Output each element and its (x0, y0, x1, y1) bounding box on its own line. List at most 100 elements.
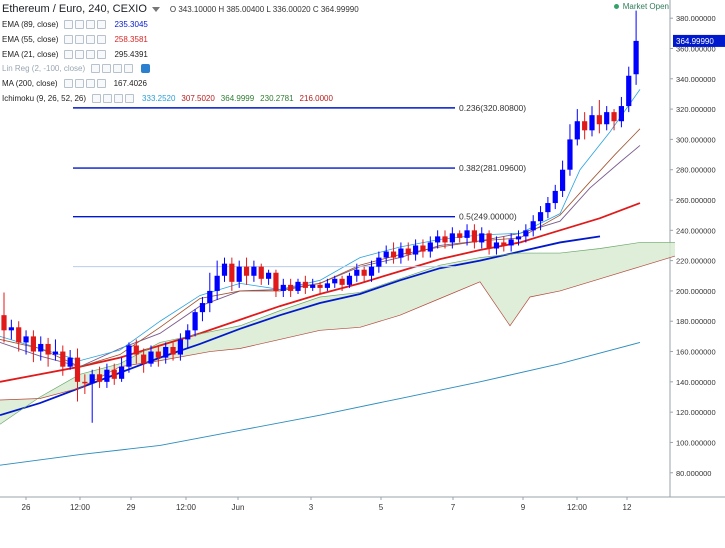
indicator-control-icon[interactable] (124, 64, 134, 74)
indicator-control-icon[interactable] (64, 20, 74, 29)
candle-body (324, 283, 330, 288)
candle-body (405, 248, 411, 255)
indicator-control-icon[interactable] (74, 79, 84, 89)
indicator-control-icon[interactable] (75, 20, 85, 29)
y-tick-label: 80.000000 (676, 469, 711, 478)
indicator-control-icon[interactable] (75, 34, 85, 44)
indicator-value: 333.2520 (142, 94, 176, 103)
indicator-row[interactable]: Ichimoku (9, 26, 52, 26) 333.2520 307.5020… (2, 91, 339, 106)
indicator-control-icon[interactable] (63, 79, 73, 89)
indicator-label[interactable]: MA (200, close) (2, 79, 58, 89)
candle-body (449, 233, 455, 243)
indicator-row[interactable]: EMA (21, close) 295.4391 (2, 47, 154, 62)
indicator-controls[interactable] (63, 79, 108, 89)
candle-body (501, 242, 507, 246)
candle-body (589, 115, 595, 131)
y-tick-label: 200.000000 (676, 287, 716, 296)
dropdown-arrow-icon[interactable] (151, 6, 160, 12)
candle-body (1, 315, 7, 331)
indicator-control-icon[interactable] (102, 64, 112, 74)
candle-body (413, 245, 419, 255)
candle-body (530, 221, 536, 231)
indicator-control-icon[interactable] (114, 94, 124, 103)
candle-body (383, 251, 389, 258)
candle-body (251, 266, 257, 276)
candle-body (508, 239, 514, 246)
series-line-spanA (0, 242, 675, 425)
y-tick-label: 300.000000 (676, 135, 716, 144)
candle-body (537, 212, 544, 222)
indicator-row[interactable]: EMA (89, close) 235.3045 (2, 17, 154, 32)
indicator-controls[interactable] (91, 64, 135, 74)
indicator-control-icon[interactable] (91, 64, 101, 74)
indicator-controls[interactable] (64, 49, 108, 59)
eye-icon[interactable] (141, 64, 151, 74)
candle-body (545, 203, 551, 213)
indicator-control-icon[interactable] (85, 79, 95, 89)
indicator-control-icon[interactable] (97, 34, 107, 44)
series-line-kijun (0, 128, 641, 368)
ichimoku-cloud (0, 242, 675, 425)
x-tick-label: Jun (232, 503, 245, 512)
indicator-control-icon[interactable] (64, 34, 74, 44)
candle-body (119, 366, 125, 379)
indicator-controls[interactable] (92, 94, 136, 103)
indicator-control-icon[interactable] (96, 79, 106, 89)
indicator-controls[interactable] (64, 20, 108, 29)
candle-body (258, 266, 264, 279)
market-status-label: Market Open (622, 2, 669, 11)
symbol-title[interactable]: Ethereum / Euro, 240, CEXIO (2, 3, 147, 15)
candle-body (582, 121, 588, 131)
indicator-value: 216.0000 (299, 94, 333, 103)
indicator-control-icon[interactable] (75, 49, 85, 59)
candle-body (221, 263, 228, 276)
candle-body (185, 330, 191, 340)
y-tick-label: 320.000000 (676, 105, 716, 114)
y-tick-label: 100.000000 (676, 438, 716, 447)
x-tick-label: 5 (379, 503, 384, 512)
indicator-control-icon[interactable] (125, 94, 135, 103)
indicator-label[interactable]: Lin Reg (2, -100, close) (2, 64, 86, 74)
indicator-control-icon[interactable] (103, 94, 113, 103)
indicator-control-icon[interactable] (86, 20, 96, 29)
indicator-row[interactable]: MA (200, close) 167.4026 (2, 76, 153, 91)
candle-body (16, 327, 22, 343)
indicator-value: 295.4391 (114, 49, 148, 59)
indicator-label[interactable]: EMA (21, close) (2, 49, 59, 59)
indicator-row[interactable]: Lin Reg (2, -100, close) (2, 61, 154, 76)
indicator-control-icon[interactable] (64, 49, 74, 59)
candle-body (361, 269, 367, 276)
candle-body (273, 272, 279, 291)
indicator-control-icon[interactable] (86, 34, 96, 44)
candle-body (604, 112, 610, 125)
indicator-row[interactable]: EMA (55, close) 258.3581 (2, 32, 154, 47)
candle-body (552, 190, 558, 204)
candle-body (442, 236, 448, 243)
candle-body (560, 169, 566, 191)
candle-body (567, 139, 573, 170)
y-tick-label: 160.000000 (676, 348, 716, 357)
y-tick-label: 140.000000 (676, 378, 716, 387)
candle-body (332, 278, 338, 284)
indicator-control-icon[interactable] (97, 20, 107, 29)
indicator-label[interactable]: EMA (55, close) (2, 34, 59, 44)
indicator-control-icon[interactable] (97, 49, 107, 59)
candle-body (346, 275, 353, 285)
candle-body (60, 351, 66, 367)
candle-body (427, 242, 433, 252)
indicator-control-icon[interactable] (92, 94, 102, 103)
indicator-label[interactable]: EMA (89, close) (2, 20, 59, 29)
candle-body (310, 284, 316, 288)
indicator-control-icon[interactable] (86, 49, 96, 59)
candle-body (126, 345, 132, 367)
indicator-label[interactable]: Ichimoku (9, 26, 52, 26) (2, 94, 87, 103)
indicator-value: 364.9999 (220, 94, 255, 103)
candle-body (376, 257, 382, 267)
indicator-control-icon[interactable] (113, 64, 123, 74)
y-tick-label: 340.000000 (676, 75, 716, 84)
y-tick-label: 280.000000 (676, 166, 716, 175)
indicator-controls[interactable] (64, 34, 108, 44)
fib-level-label: 0.5(249.00000) (459, 212, 517, 222)
